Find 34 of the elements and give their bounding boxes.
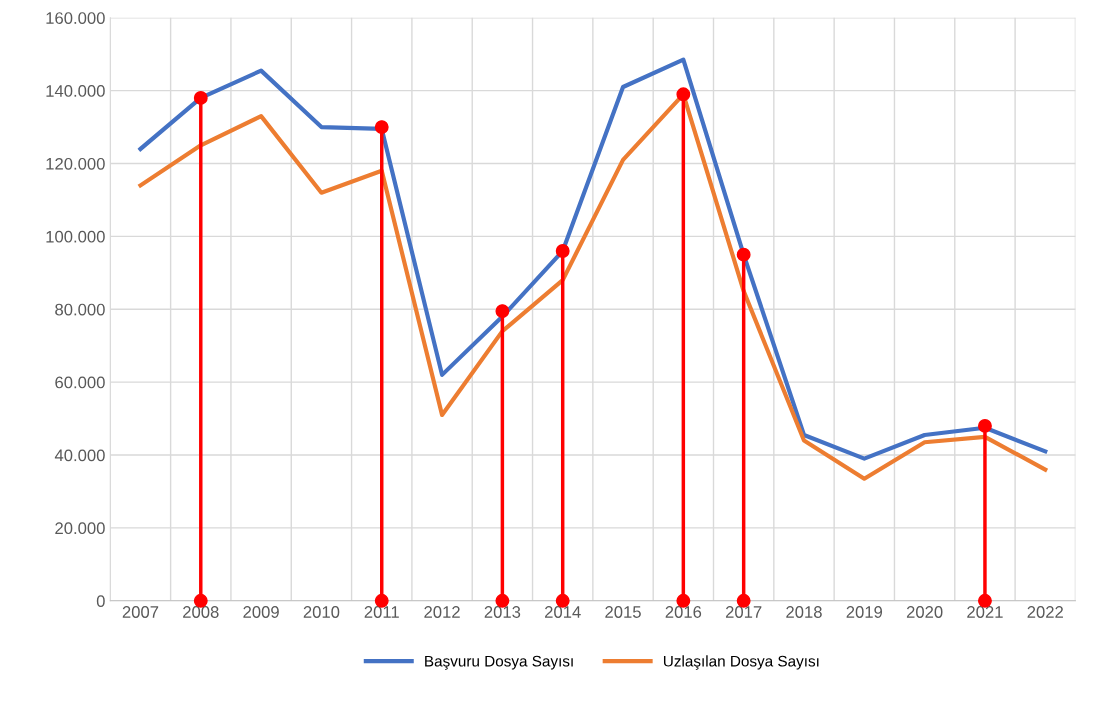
x-tick-label: 2018 xyxy=(786,606,822,618)
y-tick-label: 20.000 xyxy=(55,522,105,535)
y-tick-label: 140.000 xyxy=(46,85,105,97)
x-tick-label: 2016 xyxy=(665,606,702,618)
x-tick-label: 2008 xyxy=(183,606,219,618)
legend-label: Uzlaşılan Dosya Sayısı xyxy=(663,655,819,670)
point xyxy=(736,247,751,262)
x-tick-label: 2009 xyxy=(243,606,279,618)
point xyxy=(374,120,389,135)
point xyxy=(495,304,510,319)
point xyxy=(977,418,992,433)
legend-label: Başvuru Dosya Sayısı xyxy=(425,655,573,670)
x-tick-label: 2014 xyxy=(545,606,581,618)
point xyxy=(676,87,691,102)
x-tick-label: 2020 xyxy=(906,606,943,618)
x-tick-label: 2010 xyxy=(303,606,340,618)
y-tick-label: 40.000 xyxy=(54,449,105,462)
point xyxy=(555,244,570,258)
y-tick-label: 160.000 xyxy=(46,12,105,24)
y-tick-label: 80.000 xyxy=(55,303,105,316)
x-tick-label: 2021 xyxy=(967,606,1003,618)
point xyxy=(193,90,208,105)
y-tick-label: 60.000 xyxy=(55,376,105,389)
x-tick-label: 2012 xyxy=(424,606,460,618)
x-tick-label: 2013 xyxy=(484,606,521,618)
x-tick-label: 2011 xyxy=(364,606,399,618)
y-tick-label: 120.000 xyxy=(46,157,105,170)
x-tick-label: 2015 xyxy=(605,606,641,618)
y-tick-label: 100.000 xyxy=(46,230,105,243)
x-tick-label: 2007 xyxy=(122,606,159,618)
x-tick-label: 2022 xyxy=(1027,606,1063,618)
x-tick-label: 2019 xyxy=(846,606,883,618)
y-tick-label: 0 xyxy=(96,595,105,607)
x-tick-label: 2017 xyxy=(725,606,762,618)
